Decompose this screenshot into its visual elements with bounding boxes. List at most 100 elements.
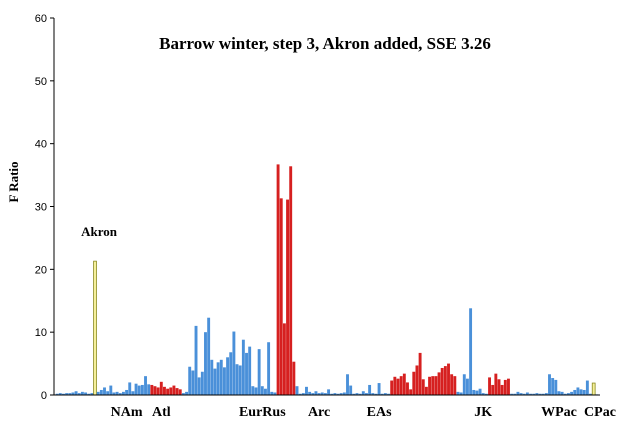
bar-2: [62, 393, 65, 395]
bar-86: [327, 389, 331, 395]
bar-25: [134, 383, 138, 395]
bar-90: [339, 393, 343, 395]
bar-123: [443, 366, 447, 395]
bar-95: [355, 393, 359, 395]
bar-164: [573, 389, 577, 395]
bar-10: [87, 393, 91, 395]
bar-1: [58, 393, 62, 395]
bar-111: [406, 382, 409, 395]
bar-133: [475, 390, 479, 395]
bar-102: [377, 383, 381, 395]
bar-7: [77, 393, 81, 395]
bar-125: [450, 374, 454, 395]
bar-17: [109, 385, 113, 395]
group-label-arc: Arc: [308, 405, 330, 420]
y-tick-label: 0: [41, 390, 47, 402]
bar-116: [421, 379, 425, 395]
bar-114: [415, 365, 419, 395]
bar-32: [156, 387, 160, 395]
y-axis-label: F Ratio: [6, 161, 21, 202]
bar-161: [563, 393, 567, 395]
bar-115: [418, 352, 422, 395]
bar-81: [311, 393, 315, 395]
bar-160: [560, 391, 564, 395]
bar-126: [453, 376, 457, 395]
bar-65: [260, 386, 264, 395]
bar-117: [424, 386, 428, 395]
bar-106: [390, 380, 394, 395]
y-tick-label: 50: [35, 76, 47, 88]
bar-0: [55, 393, 59, 395]
bar-167: [582, 389, 586, 395]
bar-46: [200, 371, 204, 395]
axes-layer: 0 10 20 30 40 50 60: [35, 13, 600, 402]
bar-60: [245, 352, 248, 395]
bar-8: [80, 391, 84, 395]
bar-37: [172, 385, 176, 395]
bar-14: [99, 389, 103, 395]
bar-77: [298, 393, 302, 395]
bar-87: [330, 393, 334, 395]
bar-20: [118, 393, 122, 395]
bar-53: [222, 367, 226, 395]
bar-120: [434, 376, 438, 395]
bar-112: [409, 389, 413, 395]
bar-110: [402, 373, 406, 395]
bar-35: [166, 388, 170, 395]
bar-76: [295, 386, 299, 395]
bar-93: [349, 385, 353, 395]
group-label-eas: EAs: [367, 405, 392, 420]
bar-145: [513, 393, 517, 395]
bar-62: [251, 386, 255, 395]
bar-118: [428, 376, 432, 395]
bar-170: [591, 382, 596, 396]
bar-89: [336, 393, 340, 395]
bar-129: [462, 374, 466, 395]
bar-84: [320, 392, 324, 395]
bar-128: [459, 392, 463, 395]
bar-143: [507, 378, 510, 395]
bar-73: [286, 199, 289, 395]
bar-23: [128, 382, 132, 395]
bar-36: [169, 387, 173, 395]
bar-88: [333, 393, 337, 395]
bar-92: [346, 374, 349, 395]
bar-100: [371, 393, 375, 395]
annotations-layer: AkronSeaFEC: [81, 224, 118, 239]
bar-147: [519, 393, 523, 395]
bar-98: [365, 393, 368, 395]
bar-141: [500, 384, 504, 395]
group-label-cpac: CPac: [584, 405, 616, 420]
bar-156: [548, 374, 551, 395]
bar-101: [374, 393, 378, 395]
bar-59: [241, 339, 245, 395]
bar-151: [532, 393, 536, 395]
bar-139: [494, 373, 498, 395]
bar-168: [585, 380, 589, 395]
bar-163: [570, 391, 574, 395]
bar-43: [191, 370, 195, 395]
bar-134: [478, 388, 482, 395]
bar-3: [65, 393, 69, 395]
bar-140: [497, 379, 501, 395]
bar-146: [516, 391, 520, 395]
bar-121: [437, 372, 441, 395]
bar-58: [238, 365, 242, 395]
bar-18: [112, 392, 116, 395]
bar-152: [535, 393, 539, 395]
bar-103: [380, 393, 384, 395]
group-label-jk: JK: [474, 405, 492, 420]
bar-4: [68, 393, 72, 395]
bar-39: [178, 389, 182, 395]
bar-153: [538, 393, 542, 395]
bar-56: [232, 331, 236, 395]
bar-99: [368, 384, 372, 395]
bar-138: [491, 384, 495, 395]
group-label-atl: Atl: [152, 405, 171, 420]
bar-68: [270, 391, 274, 395]
bars-layer: [55, 164, 599, 396]
bar-50: [213, 368, 217, 395]
bar-97: [361, 391, 365, 395]
bar-83: [317, 393, 321, 395]
